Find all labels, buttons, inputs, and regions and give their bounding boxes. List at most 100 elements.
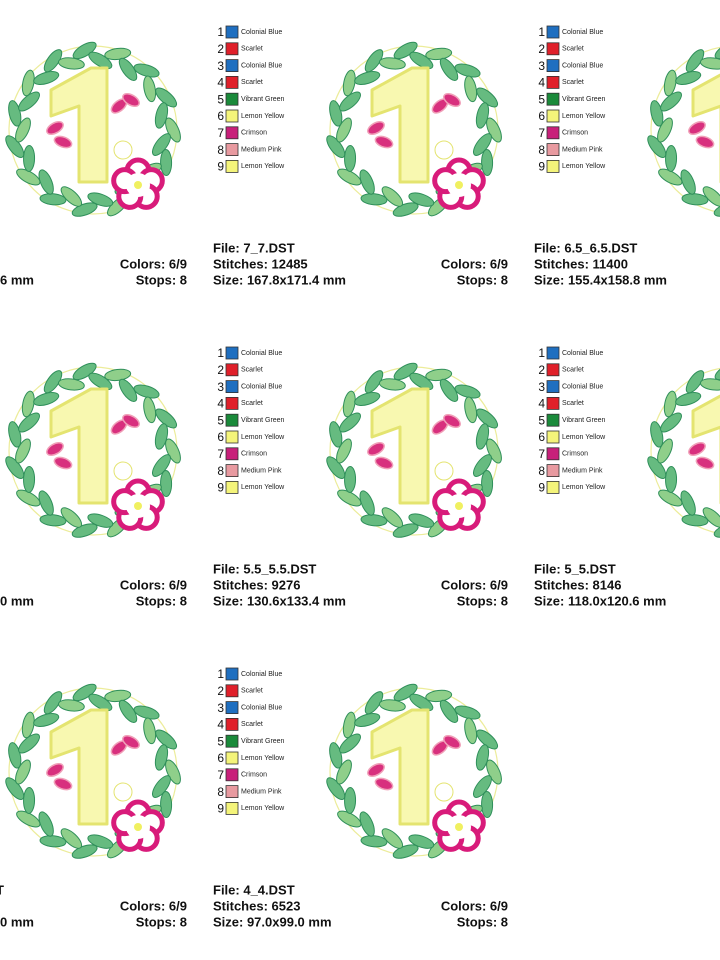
color-name: Colonial Blue	[241, 704, 282, 711]
color-name: Scarlet	[241, 688, 263, 695]
design-card: 1 Colonial Blue 2 Scarlet 3 Colonial Blue 4 Sca…	[3, 667, 332, 929]
design-card	[645, 360, 720, 540]
color-number: 4	[217, 76, 224, 90]
color-swatch	[546, 42, 560, 56]
info-text: Stops: 8	[136, 593, 187, 608]
color-name: Vibrant Green	[562, 96, 606, 103]
color-swatch	[546, 92, 560, 106]
color-swatch	[225, 25, 239, 39]
color-number: 9	[217, 802, 224, 816]
color-name: Colonial Blue	[241, 671, 282, 678]
color-number: 3	[217, 701, 224, 715]
color-swatch	[225, 684, 239, 698]
color-name: Medium Pink	[562, 467, 603, 474]
color-number: 7	[217, 126, 224, 140]
color-swatch	[225, 42, 239, 56]
info-text: Colors: 6/9	[441, 256, 508, 271]
info-text: 6 mm	[0, 272, 34, 287]
color-number: 4	[217, 718, 224, 732]
color-number: 7	[217, 768, 224, 782]
design-card	[645, 39, 720, 219]
color-swatch	[546, 143, 560, 157]
color-swatch	[546, 413, 560, 427]
color-name: Scarlet	[241, 46, 263, 53]
color-swatch	[546, 363, 560, 377]
color-swatch	[225, 346, 239, 360]
color-swatch	[546, 396, 560, 410]
row: 6 mm 1 Colonial Blue 2 Scarlet 3 Colonial Blue…	[0, 25, 720, 287]
info-text: Stitches: 6523	[213, 898, 300, 913]
color-name: Scarlet	[241, 367, 263, 374]
color-swatch	[546, 480, 560, 494]
color-swatch	[546, 109, 560, 123]
color-swatch	[546, 76, 560, 89]
row: T 0 mm 1 Colonial Blue 2 Scarlet 3 Colonial Blu…	[0, 667, 508, 929]
color-swatch	[546, 346, 560, 360]
info-text: Size: 167.8x171.4 mm	[213, 272, 346, 287]
color-number: 5	[538, 92, 545, 106]
color-swatch	[225, 413, 239, 427]
info-text: Size: 118.0x120.6 mm	[534, 593, 666, 608]
color-name: Colonial Blue	[562, 29, 603, 36]
design-image	[3, 39, 184, 219]
info-text: 0 mm	[0, 593, 34, 608]
color-name: Colonial Blue	[241, 350, 282, 357]
color-number: 8	[538, 143, 545, 157]
color-number: 3	[538, 380, 545, 394]
info-text: Stitches: 8146	[534, 577, 621, 592]
color-swatch	[225, 92, 239, 106]
design-image	[645, 39, 720, 219]
color-number: 1	[217, 25, 224, 39]
color-name: Lemon Yellow	[241, 805, 285, 812]
color-swatch	[225, 751, 239, 765]
color-number: 9	[217, 160, 224, 174]
color-number: 1	[217, 346, 224, 360]
color-name: Scarlet	[562, 79, 584, 86]
color-number: 3	[217, 380, 224, 394]
color-swatch	[225, 447, 239, 461]
color-number: 9	[538, 160, 545, 174]
info-text: File: 6.5_6.5.DST	[534, 240, 637, 255]
color-name: Lemon Yellow	[562, 163, 606, 170]
color-number: 7	[538, 447, 545, 461]
color-number: 5	[217, 734, 224, 748]
color-number: 6	[217, 109, 224, 123]
color-number: 2	[217, 684, 224, 698]
color-swatch	[225, 396, 239, 410]
color-swatch	[546, 380, 560, 394]
color-name: Scarlet	[241, 79, 263, 86]
row: 0 mm 1 Colonial Blue 2 Scarlet 3 Colonial Blue…	[0, 346, 720, 608]
design-image	[324, 681, 505, 861]
color-swatch	[546, 59, 560, 72]
color-number: 7	[538, 126, 545, 140]
color-swatch	[546, 447, 560, 461]
info-text: Stops: 8	[457, 914, 508, 929]
color-name: Colonial Blue	[241, 62, 282, 69]
info-text: Size: 97.0x99.0 mm	[213, 914, 332, 929]
color-name: Lemon Yellow	[241, 163, 285, 170]
color-swatch	[546, 25, 560, 39]
color-number: 6	[217, 430, 224, 444]
color-name: Crimson	[562, 130, 588, 137]
design-card: 1 Colonial Blue 2 Scarlet 3 Colonial Blue 4 Sca…	[324, 25, 667, 287]
design-card: 1 Colonial Blue 2 Scarlet 3 Colonial Blue 4 Sca…	[3, 25, 346, 287]
color-name: Lemon Yellow	[241, 484, 285, 491]
color-swatch	[225, 768, 239, 782]
info-text: Colors: 6/9	[120, 898, 187, 913]
color-name: Colonial Blue	[241, 29, 282, 36]
color-swatch	[225, 59, 239, 72]
info-text: File: 4_4.DST	[213, 882, 295, 897]
color-name: Scarlet	[562, 400, 584, 407]
color-number: 1	[538, 346, 545, 360]
color-swatch	[546, 126, 560, 140]
color-name: Vibrant Green	[562, 417, 606, 424]
info-text: File: 5_5.DST	[534, 561, 616, 576]
info-text: Stops: 8	[457, 272, 508, 287]
color-swatch	[225, 363, 239, 377]
color-swatch	[225, 430, 239, 444]
color-name: Medium Pink	[241, 467, 282, 474]
design-image	[3, 681, 184, 861]
info-text: Stitches: 12485	[213, 256, 308, 271]
color-swatch	[225, 718, 239, 731]
color-name: Scarlet	[241, 721, 263, 728]
